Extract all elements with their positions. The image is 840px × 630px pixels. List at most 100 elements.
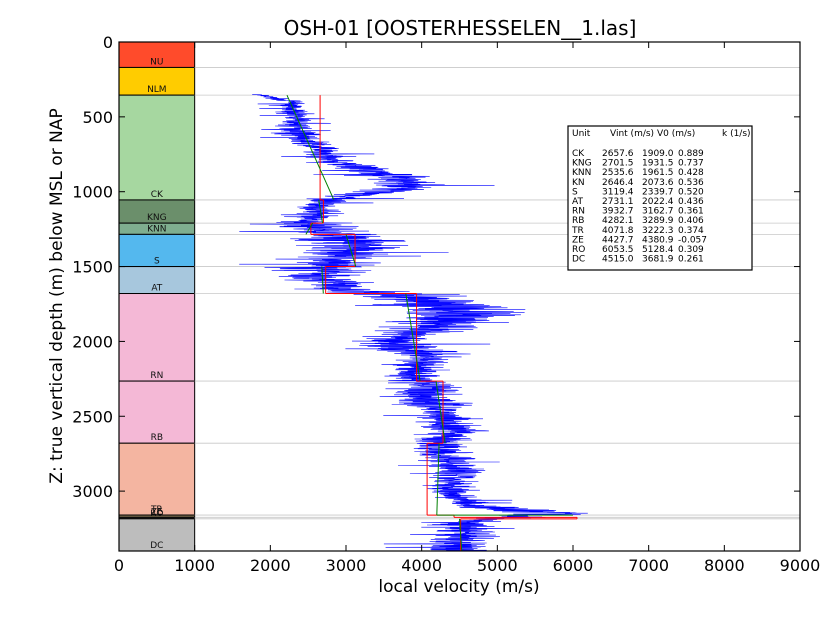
x-tick-label: 3000 xyxy=(326,556,367,575)
trend-line-knn xyxy=(305,222,314,235)
table-cell: 0.406 xyxy=(678,216,704,226)
x-tick-label: 0 xyxy=(114,556,124,575)
table-cell: 0.889 xyxy=(678,149,704,159)
table-cell: 1961.5 xyxy=(642,168,674,178)
chart-title: OSH-01 [OOSTERHESSELEN__1.las] xyxy=(284,16,637,40)
table-header-cell: Unit xyxy=(572,129,591,139)
table-cell: 2535.6 xyxy=(602,168,634,178)
table-cell: TR xyxy=(571,226,584,236)
unit-label-at: AT xyxy=(151,284,162,294)
table-cell: 4380.9 xyxy=(642,235,674,245)
trend-line-ck xyxy=(286,94,335,201)
trend-line-tr xyxy=(436,443,440,516)
unit-label-nu: NU xyxy=(150,57,163,67)
table-cell: CK xyxy=(572,149,585,159)
table-cell: 0.536 xyxy=(678,178,704,188)
table-cell: 3119.4 xyxy=(602,187,634,197)
trend-line-at xyxy=(321,266,324,294)
table-cell: 2731.1 xyxy=(602,197,634,207)
table-cell: AT xyxy=(572,197,583,207)
trend-lines xyxy=(286,94,573,552)
x-tick-label: 4000 xyxy=(401,556,442,575)
table-cell: RN xyxy=(572,207,585,217)
table-cell: 4071.8 xyxy=(602,226,634,236)
table-cell: 1909.0 xyxy=(642,149,674,159)
table-cell: 4515.0 xyxy=(602,255,634,265)
trend-line-kng xyxy=(318,199,324,224)
table-cell: KNN xyxy=(572,168,591,178)
interval-velocity-lines xyxy=(310,95,578,551)
x-tick-label: 5000 xyxy=(477,556,518,575)
trend-line-rb xyxy=(435,381,446,444)
y-tick-label: 3000 xyxy=(72,482,113,501)
trend-line-dc xyxy=(459,518,463,552)
table-cell: 0.361 xyxy=(678,207,704,217)
y-axis-label: Z: true vertical depth (m) below MSL or … xyxy=(47,108,67,483)
velocity-log xyxy=(239,94,588,552)
unit-label-rn: RN xyxy=(150,371,163,381)
x-tick-label: 9000 xyxy=(780,556,821,575)
table-cell: 0.309 xyxy=(678,245,704,255)
x-tick-label: 2000 xyxy=(250,556,291,575)
unit-block-ck xyxy=(118,94,196,201)
y-tick-label: 1000 xyxy=(72,183,113,202)
table-box xyxy=(567,125,753,271)
table-header-cell: V0 (m/s) xyxy=(657,129,695,139)
table-cell: RO xyxy=(572,245,585,255)
table-cell: 3932.7 xyxy=(602,207,634,217)
table-cell: -0.057 xyxy=(678,235,707,245)
y-tick-label: 2500 xyxy=(72,407,113,426)
unit-label-tr: TR xyxy=(150,505,163,515)
table-cell: 4282.1 xyxy=(602,216,634,226)
table-cell: 0.737 xyxy=(678,159,704,169)
table-cell: 0.428 xyxy=(678,168,704,178)
velocity-table: Unit Vint (m/s) V0 (m/s) k (1/s) CK 2657.6 190… xyxy=(567,125,753,271)
unit-label-dc: DC xyxy=(150,541,163,551)
table-cell: 2339.7 xyxy=(642,187,674,197)
table-cell: 2073.6 xyxy=(642,178,674,188)
table-cell: 3681.9 xyxy=(642,255,674,265)
y-tick-label: 0 xyxy=(103,33,113,52)
table-cell: 3222.3 xyxy=(642,226,674,236)
table-cell: 0.261 xyxy=(678,255,704,265)
unit-label-ro: RO xyxy=(150,509,163,519)
unit-label-knn: KNN xyxy=(147,224,166,234)
unit-label-ck: CK xyxy=(151,190,164,200)
plot-frame xyxy=(118,41,801,552)
table-header-cell: Vint (m/s) xyxy=(610,129,654,139)
table-cell: KNG xyxy=(572,159,592,169)
y-axis-ticks: 0 500 1000 1500 2000 2500 3000 xyxy=(72,33,800,501)
unit-label-kng: KNG xyxy=(147,213,167,223)
unit-label-ze: ZE xyxy=(151,507,163,517)
table-cell: 0.436 xyxy=(678,197,704,207)
table-cell: 2657.6 xyxy=(602,149,634,159)
x-tick-label: 7000 xyxy=(628,556,669,575)
trend-line-s xyxy=(345,234,357,267)
table-cell: RB xyxy=(572,216,584,226)
unit-label-rb: RB xyxy=(151,433,163,443)
table-header-cell: k (1/s) xyxy=(722,129,751,139)
unit-label-nlm: NLM xyxy=(147,85,167,95)
x-tick-label: 1000 xyxy=(174,556,215,575)
unit-block-rn xyxy=(118,293,196,382)
table-cell: 2022.4 xyxy=(642,197,674,207)
table-cell: S xyxy=(572,187,578,197)
unit-block-nlm xyxy=(118,66,196,96)
table-cell: 2646.4 xyxy=(602,178,634,188)
table-cell: KN xyxy=(572,178,585,188)
table-cell: 4427.7 xyxy=(602,235,634,245)
velocity-log-line xyxy=(239,94,588,552)
table-cell: 1931.5 xyxy=(642,159,674,169)
y-tick-label: 2000 xyxy=(72,332,113,351)
x-axis-ticks: 0 1000 2000 3000 4000 5000 6000 7000 8000 9000 xyxy=(114,42,820,575)
table-cell: 6053.5 xyxy=(602,245,634,255)
table-cell: 3162.7 xyxy=(642,207,674,217)
trend-line-rn xyxy=(405,293,421,382)
table-cell: DC xyxy=(572,255,585,265)
x-tick-label: 8000 xyxy=(704,556,745,575)
table-cell: 0.374 xyxy=(678,226,704,236)
table-cell: ZE xyxy=(572,235,584,245)
x-tick-label: 6000 xyxy=(553,556,594,575)
